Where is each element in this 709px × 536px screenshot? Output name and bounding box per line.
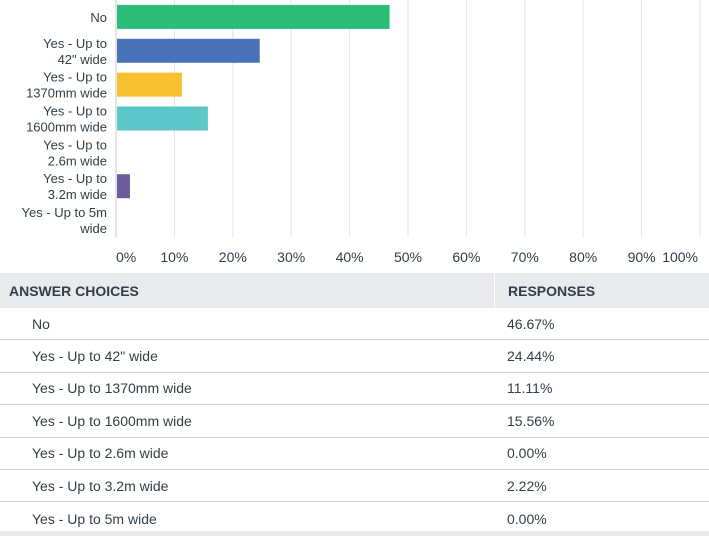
response-value: 0.00% [507, 445, 547, 462]
category-label: No [90, 10, 107, 25]
response-value: 15.56% [507, 412, 555, 429]
bar [117, 72, 182, 97]
x-tick-label: 90% [628, 249, 656, 265]
response-value: 2.22% [507, 477, 547, 494]
table-row: Yes - Up to 42" wide 24.44% [0, 340, 709, 373]
category-label-line: 42" wide [58, 52, 107, 67]
answer-choice: No [32, 315, 50, 332]
answer-choice: Yes - Up to 1370mm wide [32, 380, 192, 397]
response-value: 24.44% [507, 348, 555, 365]
category-label-line: No [90, 10, 107, 25]
x-tick-label: 40% [336, 249, 364, 265]
table-header: ANSWER CHOICES RESPONSES [0, 273, 709, 308]
x-tick-label: 20% [219, 249, 247, 265]
answer-choices-header: ANSWER CHOICES [9, 282, 139, 299]
response-value: 0.00% [507, 510, 547, 527]
category-label: Yes - Up to 5m wide [21, 205, 107, 236]
x-tick-label: 100% [662, 249, 698, 265]
category-label-line: 1370mm wide [26, 86, 107, 101]
category-label: Yes - Up to 2.6m wide [43, 137, 107, 168]
responses-table: ANSWER CHOICES RESPONSES No 46.67% Yes -… [0, 273, 709, 535]
table-row: Yes - Up to 1600mm wide 15.56% [0, 405, 709, 438]
category-label-line: Yes - Up to 5m [21, 205, 107, 220]
bar [117, 106, 208, 131]
category-label-line: wide [79, 221, 107, 236]
category-label-line: Yes - Up to [43, 171, 107, 186]
answer-choice: Yes - Up to 2.6m wide [32, 445, 169, 462]
answer-choice: Yes - Up to 42" wide [32, 348, 158, 365]
category-label-line: 3.2m wide [48, 187, 107, 202]
x-tick-label: 10% [160, 249, 188, 265]
category-label-line: Yes - Up to [43, 137, 107, 152]
category-label-line: 2.6m wide [48, 153, 107, 168]
answer-choice: Yes - Up to 5m wide [32, 510, 157, 527]
table-row: Yes - Up to 5m wide 0.00% [0, 502, 709, 534]
responses-header: RESPONSES [494, 273, 709, 308]
response-value: 11.11% [507, 380, 553, 397]
category-label-line: Yes - Up to [43, 36, 107, 51]
x-tick-label: 80% [569, 249, 597, 265]
category-label-line: Yes - Up to [43, 70, 107, 85]
table-row: Yes - Up to 3.2m wide 2.22% [0, 470, 709, 503]
category-label-line: Yes - Up to [43, 104, 107, 119]
bar [117, 4, 390, 29]
category-label: Yes - Up to 1370mm wide [26, 70, 107, 101]
table-row: Yes - Up to 1370mm wide 11.11% [0, 373, 709, 406]
x-tick-label: 70% [511, 249, 539, 265]
table-row: Yes - Up to 2.6m wide 0.00% [0, 438, 709, 470]
category-label: Yes - Up to 42" wide [43, 36, 107, 67]
table-footer-bar [0, 531, 709, 536]
x-tick-label: 30% [277, 249, 305, 265]
category-label: Yes - Up to 3.2m wide [43, 171, 107, 202]
table-row: No 46.67% [0, 308, 709, 341]
answer-choice: Yes - Up to 3.2m wide [32, 477, 169, 494]
bar-chart: No Yes - Up to 42" wide Yes - Up to 1370mm w… [21, 0, 701, 265]
response-value: 46.67% [507, 315, 555, 332]
bar [117, 38, 260, 63]
category-label-line: 1600mm wide [26, 120, 107, 135]
x-tick-label: 50% [394, 249, 422, 265]
x-tick-label: 0% [116, 249, 136, 265]
category-label: Yes - Up to 1600mm wide [26, 104, 107, 135]
x-tick-label: 60% [452, 249, 480, 265]
answer-choice: Yes - Up to 1600mm wide [32, 412, 192, 429]
bar [117, 174, 130, 199]
